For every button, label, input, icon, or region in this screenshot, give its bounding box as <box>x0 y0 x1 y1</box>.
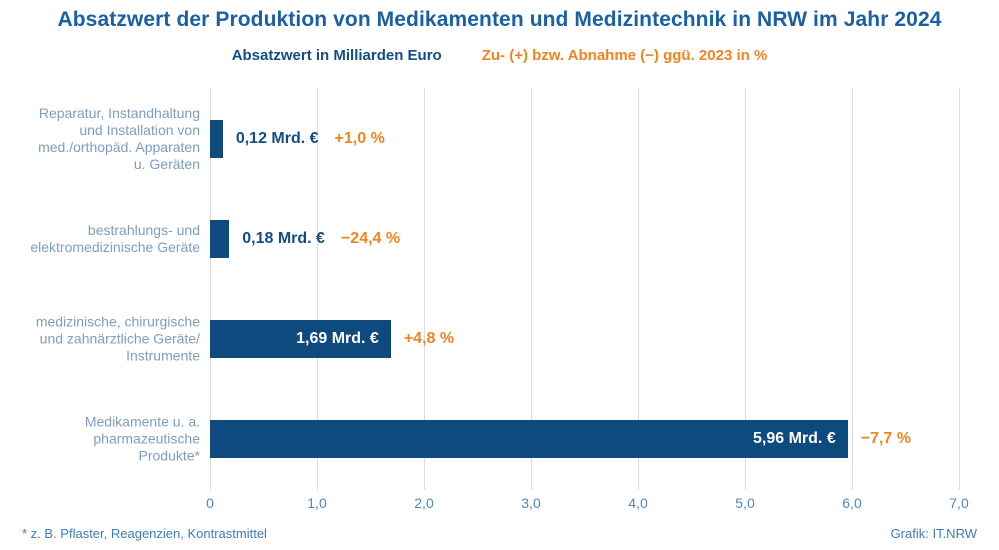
legend-change: Zu- (+) bzw. Abnahme (−) ggü. 2023 in % <box>481 47 768 64</box>
gridline <box>959 88 960 490</box>
category-label-line: medizinische, chirurgische <box>35 313 200 330</box>
value-label: 1,69 Mrd. € <box>296 330 379 347</box>
change-label: −24,4 % <box>340 230 401 247</box>
gridline <box>745 88 746 490</box>
credit: Grafik: IT.NRW <box>890 526 977 541</box>
bar <box>210 120 223 158</box>
gridline <box>531 88 532 490</box>
gridline <box>317 88 318 490</box>
legend-absatzwert: Absatzwert in Milliarden Euro <box>231 47 442 64</box>
x-tick-label: 6,0 <box>842 495 862 511</box>
category-label-line: med./orthopäd. Apparaten <box>38 139 200 155</box>
x-tick-label: 1,0 <box>307 495 327 511</box>
x-tick-label: 5,0 <box>735 495 755 511</box>
gridline <box>638 88 639 490</box>
x-tick-label: 7,0 <box>949 495 969 511</box>
value-label: 0,18 Mrd. € <box>242 230 325 247</box>
category-label-line: elektromedizinische Geräte <box>30 239 200 255</box>
x-tick-label: 2,0 <box>414 495 434 511</box>
category-label-line: Instrumente <box>126 347 200 364</box>
category-label-line: und zahnärztliche Geräte/ <box>39 330 200 347</box>
x-tick-label: 4,0 <box>628 495 648 511</box>
category-label-line: Produkte* <box>138 447 200 464</box>
x-tick-label: 3,0 <box>521 495 541 511</box>
category-label: bestrahlungs- und elektromedizinische Ger… <box>0 222 200 256</box>
bar-annotation: +4,8 % <box>404 330 454 348</box>
category-label: Medikamente u. a. pharmazeutische Produkte… <box>0 414 200 465</box>
value-label: 5,96 Mrd. € <box>753 430 836 447</box>
change-label: +4,8 % <box>403 330 455 347</box>
category-label-line: Medikamente u. a. <box>84 413 200 430</box>
footnote: * z. B. Pflaster, Reagenzien, Kontrastmi… <box>22 526 267 541</box>
bar-annotation: 0,18 Mrd. € −24,4 % <box>242 230 400 248</box>
gridline <box>852 88 853 490</box>
gridline <box>424 88 425 490</box>
change-label: +1,0 % <box>334 130 385 147</box>
bar-annotation: −7,7 % <box>861 430 911 448</box>
change-label: −7,7 % <box>860 430 911 447</box>
value-label: 0,12 Mrd. € <box>235 130 319 147</box>
category-label-line: und Installation von <box>79 122 200 138</box>
category-label: medizinische, chirurgische und zahnärztli… <box>0 314 200 365</box>
gridline <box>210 88 211 490</box>
category-label-line: u. Geräten <box>133 156 200 172</box>
category-label: Reparatur, Instandhaltung und Installatio… <box>0 105 200 173</box>
category-label-line: Reparatur, Instandhaltung <box>38 105 200 121</box>
chart-title: Absatzwert der Produktion von Medikament… <box>57 8 942 31</box>
bar: 5,96 Mrd. € <box>210 420 848 458</box>
plot-area: 0 1,0 2,0 3,0 4,0 5,0 6,0 7,0 0,12 Mrd. € +1,0 % 0… <box>206 88 969 511</box>
bar <box>210 220 230 258</box>
x-tick-label: 0 <box>206 495 214 511</box>
category-label-line: bestrahlungs- und <box>87 222 200 238</box>
bar-annotation: 0,12 Mrd. € +1,0 % <box>236 130 385 148</box>
chart-legend: Absatzwert in Milliarden Euro Zu- (+) bz… <box>0 47 999 64</box>
category-label-line: pharmazeutische <box>93 430 200 447</box>
chart-footer: * z. B. Pflaster, Reagenzien, Kontrastmi… <box>22 526 977 541</box>
bar: 1,69 Mrd. € <box>210 320 391 358</box>
